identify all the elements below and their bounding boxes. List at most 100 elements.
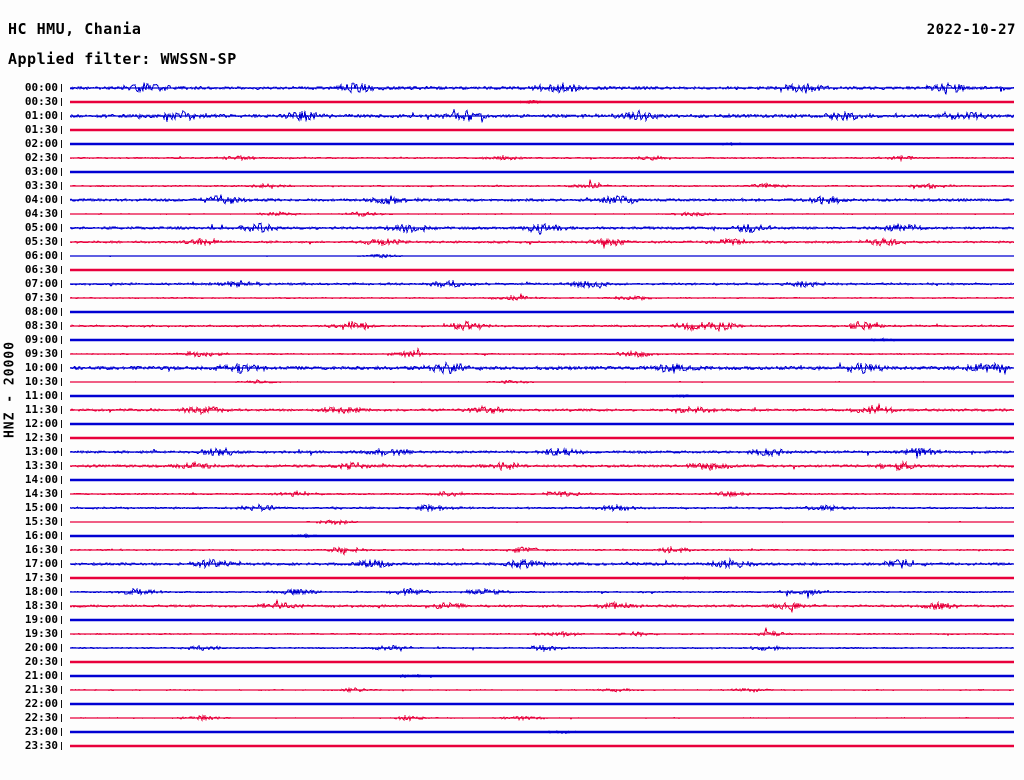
axis-tick — [61, 588, 62, 596]
trace-time-label: 09:30 — [24, 347, 58, 360]
trace-line — [70, 347, 1014, 361]
trace-line — [70, 613, 1014, 627]
trace-time-label: 23:00 — [24, 725, 58, 738]
trace-line — [70, 641, 1014, 655]
axis-tick — [61, 154, 62, 162]
axis-tick — [61, 672, 62, 680]
trace-row: 13:30 — [0, 459, 1024, 473]
axis-tick — [61, 350, 62, 358]
trace-line — [70, 221, 1014, 235]
trace-row: 22:00 — [0, 697, 1024, 711]
trace-row: 21:30 — [0, 683, 1024, 697]
trace-line — [70, 711, 1014, 725]
trace-time-label: 22:30 — [24, 711, 58, 724]
trace-row: 15:00 — [0, 501, 1024, 515]
trace-line — [70, 599, 1014, 613]
trace-row: 09:00 — [0, 333, 1024, 347]
axis-tick — [61, 532, 62, 540]
trace-row: 06:00 — [0, 249, 1024, 263]
axis-tick — [61, 378, 62, 386]
trace-time-label: 18:00 — [24, 585, 58, 598]
trace-line — [70, 95, 1014, 109]
trace-time-label: 00:30 — [24, 95, 58, 108]
axis-tick — [61, 504, 62, 512]
trace-line — [70, 739, 1014, 753]
trace-line — [70, 585, 1014, 599]
trace-time-label: 04:30 — [24, 207, 58, 220]
axis-tick — [61, 266, 62, 274]
trace-time-label: 06:30 — [24, 263, 58, 276]
trace-line — [70, 543, 1014, 557]
trace-line — [70, 459, 1014, 473]
trace-time-label: 16:00 — [24, 529, 58, 542]
axis-tick — [61, 742, 62, 750]
axis-tick — [61, 210, 62, 218]
trace-time-label: 15:30 — [24, 515, 58, 528]
trace-row: 04:00 — [0, 193, 1024, 207]
axis-tick — [61, 196, 62, 204]
trace-row: 04:30 — [0, 207, 1024, 221]
trace-time-label: 23:30 — [24, 739, 58, 752]
trace-time-label: 10:00 — [24, 361, 58, 374]
axis-tick — [61, 700, 62, 708]
trace-line — [70, 193, 1014, 207]
filter-label: Applied filter: WWSSN-SP — [8, 50, 237, 68]
trace-line — [70, 445, 1014, 459]
trace-time-label: 14:00 — [24, 473, 58, 486]
axis-tick — [61, 728, 62, 736]
trace-line — [70, 473, 1014, 487]
trace-row: 00:00 — [0, 81, 1024, 95]
trace-row: 01:30 — [0, 123, 1024, 137]
axis-tick — [61, 686, 62, 694]
trace-time-label: 06:00 — [24, 249, 58, 262]
trace-row: 08:30 — [0, 319, 1024, 333]
trace-line — [70, 235, 1014, 249]
trace-line — [70, 375, 1014, 389]
trace-row: 00:30 — [0, 95, 1024, 109]
trace-line — [70, 487, 1014, 501]
trace-time-label: 00:00 — [24, 81, 58, 94]
axis-tick — [61, 126, 62, 134]
trace-line — [70, 263, 1014, 277]
trace-row: 14:30 — [0, 487, 1024, 501]
trace-row: 10:30 — [0, 375, 1024, 389]
axis-tick — [61, 336, 62, 344]
trace-line — [70, 319, 1014, 333]
trace-line — [70, 291, 1014, 305]
axis-tick — [61, 364, 62, 372]
axis-tick — [61, 560, 62, 568]
trace-time-label: 20:30 — [24, 655, 58, 668]
trace-time-label: 14:30 — [24, 487, 58, 500]
trace-row: 05:00 — [0, 221, 1024, 235]
trace-line — [70, 109, 1014, 123]
trace-line — [70, 165, 1014, 179]
trace-time-label: 11:30 — [24, 403, 58, 416]
trace-row: 11:30 — [0, 403, 1024, 417]
trace-line — [70, 627, 1014, 641]
trace-row: 19:30 — [0, 627, 1024, 641]
axis-tick — [61, 462, 62, 470]
trace-line — [70, 697, 1014, 711]
axis-tick — [61, 280, 62, 288]
trace-row: 03:00 — [0, 165, 1024, 179]
trace-line — [70, 557, 1014, 571]
trace-time-label: 21:30 — [24, 683, 58, 696]
trace-time-label: 12:30 — [24, 431, 58, 444]
trace-time-label: 13:30 — [24, 459, 58, 472]
trace-time-label: 02:30 — [24, 151, 58, 164]
trace-row: 09:30 — [0, 347, 1024, 361]
trace-time-label: 17:00 — [24, 557, 58, 570]
trace-time-label: 05:00 — [24, 221, 58, 234]
axis-tick — [61, 238, 62, 246]
trace-row: 08:00 — [0, 305, 1024, 319]
axis-tick — [61, 140, 62, 148]
axis-tick — [61, 182, 62, 190]
trace-line — [70, 123, 1014, 137]
trace-line — [70, 403, 1014, 417]
trace-time-label: 02:00 — [24, 137, 58, 150]
trace-line — [70, 431, 1014, 445]
axis-tick — [61, 84, 62, 92]
trace-row: 23:00 — [0, 725, 1024, 739]
trace-row: 02:30 — [0, 151, 1024, 165]
trace-row: 17:00 — [0, 557, 1024, 571]
